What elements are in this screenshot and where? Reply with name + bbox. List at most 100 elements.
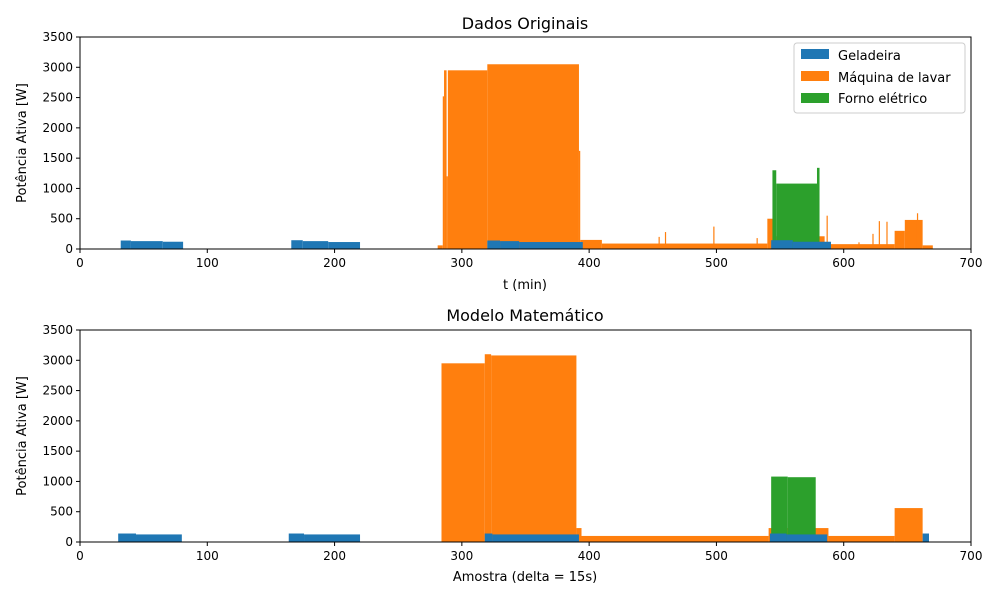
y-tick-label: 3000 <box>42 353 73 367</box>
bar-maquina-1 <box>442 96 445 249</box>
axes-frame <box>79 329 972 543</box>
bar-geladeira-2 <box>162 241 184 249</box>
bar-maquina-11 <box>824 244 895 249</box>
y-tick-label: 0 <box>65 242 73 256</box>
y-tick-label: 1000 <box>42 474 73 488</box>
legend-label-geladeira: Geladeira <box>838 49 901 64</box>
bar-maquina-2 <box>491 355 577 542</box>
y-tick-label: 2000 <box>42 414 73 428</box>
legend-swatch-forno <box>801 93 829 103</box>
bar-geladeira-5 <box>328 242 361 249</box>
x-tick-label: 100 <box>196 256 219 270</box>
chart-title: Modelo Matemático <box>446 306 603 325</box>
spike-maquina-10 <box>916 213 919 249</box>
chart-title: Dados Originais <box>462 14 588 33</box>
y-tick-label: 2000 <box>42 121 73 135</box>
x-tick-label: 600 <box>832 256 855 270</box>
y-tick-label: 3500 <box>42 30 73 44</box>
bar-maquina-1 <box>484 354 492 542</box>
bar-geladeira-4 <box>484 533 493 542</box>
x-tick-label: 300 <box>450 549 473 563</box>
legend-box <box>793 42 966 114</box>
bar-maquina-0 <box>437 245 443 249</box>
bar-geladeira-0 <box>120 240 131 249</box>
bar-forno-0 <box>771 476 788 542</box>
legend-swatch-maquina <box>801 71 829 81</box>
bar-forno-2 <box>816 167 820 249</box>
bar-maquina-12 <box>894 230 905 249</box>
x-tick-label: 700 <box>960 549 983 563</box>
y-tick-label: 500 <box>50 212 73 226</box>
x-axis-label: Amostra (delta = 15s) <box>453 570 597 585</box>
bar-maquina-14 <box>922 245 933 249</box>
bar-maquina-3 <box>576 528 582 542</box>
bar-geladeira-2 <box>288 533 305 542</box>
bar-maquina-3 <box>446 176 448 249</box>
bar-geladeira-8 <box>519 242 583 249</box>
legend-label-forno: Forno elétrico <box>838 92 927 107</box>
bar-maquina-6 <box>828 535 895 542</box>
bar-geladeira-5 <box>492 534 579 542</box>
bar-maquina-13 <box>904 219 923 249</box>
spike-maquina-7 <box>872 233 874 249</box>
bar-geladeira-7 <box>500 241 520 249</box>
spike-maquina-9 <box>886 221 888 249</box>
y-tick-label: 0 <box>65 535 73 549</box>
y-tick-label: 2500 <box>42 91 73 105</box>
bar-geladeira-3 <box>291 240 303 249</box>
y-tick-label: 3000 <box>42 60 73 74</box>
bar-geladeira-4 <box>302 241 329 249</box>
bar-maquina-4 <box>581 535 769 542</box>
spike-maquina-2 <box>713 226 715 249</box>
bar-maquina-9 <box>767 218 774 249</box>
bar-geladeira-10 <box>792 241 831 249</box>
y-tick-label: 1000 <box>42 181 73 195</box>
plot-area: 0 100 200 300 400 500 600 700 0 500 1000 1500 2000 25… <box>42 30 982 270</box>
y-axis-label: Potência Ativa [W] <box>15 376 30 496</box>
bar-maquina-7 <box>580 239 602 249</box>
spike-maquina-0 <box>658 236 660 249</box>
bar-maquina-4 <box>447 70 488 249</box>
x-tick-label: 100 <box>196 549 219 563</box>
bar-geladeira-3 <box>304 534 361 542</box>
bar-maquina-0 <box>441 363 485 542</box>
x-tick-label: 700 <box>960 256 983 270</box>
legend-swatch-geladeira <box>801 49 829 59</box>
x-tick-label: 400 <box>578 549 601 563</box>
bar-geladeira-7 <box>786 534 828 542</box>
y-axis-label: Potência Ativa [W] <box>15 83 30 203</box>
y-tick-label: 500 <box>50 505 73 519</box>
bar-geladeira-6 <box>487 240 501 249</box>
y-tick-label: 3500 <box>42 323 73 337</box>
bar-geladeira-9 <box>771 240 793 249</box>
x-tick-label: 400 <box>578 256 601 270</box>
x-tick-label: 600 <box>832 549 855 563</box>
spike-maquina-6 <box>858 242 860 249</box>
bar-maquina-7 <box>894 508 923 542</box>
x-tick-label: 200 <box>323 549 346 563</box>
x-tick-label: 300 <box>450 256 473 270</box>
x-tick-label: 0 <box>76 549 84 563</box>
spike-maquina-1 <box>664 232 667 249</box>
y-tick-label: 1500 <box>42 444 73 458</box>
bar-forno-0 <box>772 170 777 249</box>
x-tick-label: 0 <box>76 256 84 270</box>
legend: Geladeira Máquina de lavar Forno elétric… <box>793 42 966 114</box>
spike-maquina-3 <box>756 238 758 249</box>
bar-geladeira-1 <box>130 241 163 249</box>
x-tick-label: 200 <box>323 256 346 270</box>
y-tick-label: 1500 <box>42 151 73 165</box>
plot-area: 0 100 200 300 400 500 600 700 0 500 1000 1500 2000 25… <box>42 323 982 563</box>
bar-geladeira-1 <box>136 534 182 542</box>
spike-maquina-8 <box>878 221 880 249</box>
bar-maquina-6 <box>578 150 581 249</box>
x-tick-label: 500 <box>705 256 728 270</box>
chart-dados-originais: Dados Originais 0 100 200 300 400 500 600 700 0 5… <box>15 14 982 293</box>
bar-forno-1 <box>776 183 817 249</box>
spike-maquina-5 <box>826 215 828 249</box>
bar-geladeira-8 <box>922 533 929 542</box>
chart-modelo-matematico: Modelo Matemático 0 100 200 300 400 500 600 700… <box>15 306 982 585</box>
x-axis-label: t (min) <box>503 278 547 293</box>
x-tick-label: 500 <box>705 549 728 563</box>
